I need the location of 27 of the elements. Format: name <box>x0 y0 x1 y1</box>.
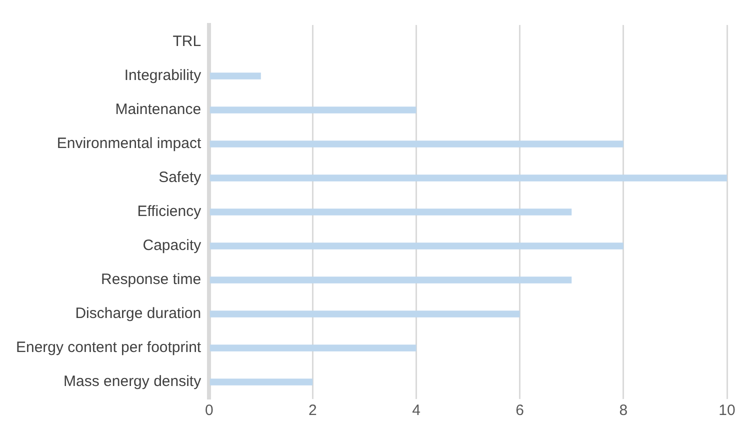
bar <box>210 208 572 216</box>
y-tick-label: Mass energy density <box>64 373 202 390</box>
x-tick-label: 10 <box>718 402 736 420</box>
y-tick-label: Efficiency <box>137 203 202 220</box>
bar <box>210 242 624 250</box>
y-tick-label: Capacity <box>142 237 202 254</box>
y-tick-label: Response time <box>101 271 202 288</box>
bar <box>210 378 313 386</box>
y-tick-label: Safety <box>158 169 202 186</box>
y-tick-label: Discharge duration <box>75 305 202 322</box>
bar <box>210 72 261 80</box>
bar <box>210 106 416 114</box>
bar <box>210 344 416 352</box>
bar <box>210 310 520 318</box>
y-tick-label: Energy content per footprint <box>16 339 202 356</box>
x-tick-label: 8 <box>619 402 628 420</box>
x-tick-label: 2 <box>308 402 317 420</box>
x-tick-label: 4 <box>412 402 420 420</box>
y-tick-label: Environmental impact <box>56 135 202 152</box>
bar <box>210 140 624 148</box>
x-tick-label: 6 <box>516 402 524 420</box>
y-tick-label: Integrability <box>124 67 202 84</box>
y-tick-label: TRL <box>172 33 202 50</box>
y-tick-label: Maintenance <box>115 101 202 118</box>
bar <box>210 174 727 182</box>
bar <box>210 276 572 284</box>
x-tick-label: 0 <box>204 402 214 420</box>
